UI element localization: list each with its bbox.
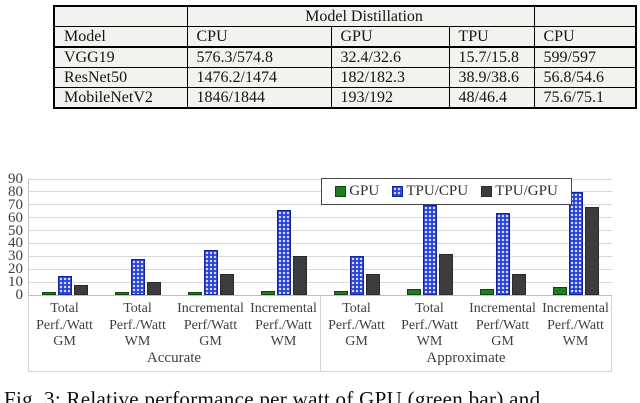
x-category-label: Incremental Perf/Watt GM: [469, 301, 536, 349]
x-category-label: Total Perf./Watt GM: [36, 301, 93, 349]
figure-caption: Fig. 3: Relative performance per watt of…: [4, 387, 541, 403]
tpu-cpu-swatch-icon: [392, 186, 404, 197]
gridline: [28, 204, 612, 206]
legend-item-tpu-gpu: TPU/GPU: [481, 183, 558, 200]
x-category-label: Incremental Perf./Watt WM: [542, 301, 609, 349]
table-row: VGG19 576.3/574.8 32.4/32.6 15.7/15.8 59…: [53, 46, 637, 68]
table-header-row-top: Model Distillation: [53, 5, 637, 27]
cell-value: 599/597: [533, 46, 637, 68]
bar-tpu-gpu: [292, 256, 307, 295]
legend-label: TPU/GPU: [495, 183, 558, 199]
bar-tpu-cpu: [349, 256, 364, 295]
cell-value: 56.8/54.6: [533, 67, 637, 88]
table-corner-cell-left: [53, 5, 188, 27]
y-tick-label: 0: [15, 287, 24, 303]
gridline: [28, 217, 612, 219]
col-header-cpu-2: CPU: [533, 26, 637, 48]
y-tick-label: 50: [8, 222, 23, 239]
axis-group-label: Approximate: [426, 350, 506, 366]
tpu-gpu-swatch-icon: [481, 186, 493, 197]
legend-label: TPU/CPU: [406, 183, 469, 199]
x-category-label: Total Perf./Watt WM: [401, 301, 458, 349]
legend-label: GPU: [349, 183, 380, 199]
y-tick-label: 10: [8, 274, 23, 291]
legend-item-tpu-cpu: TPU/CPU: [392, 183, 468, 200]
bar-tpu-gpu: [219, 274, 234, 295]
cell-value: 1476.2/1474: [186, 67, 332, 88]
bar-gpu: [187, 292, 202, 295]
bar-tpu-gpu: [146, 282, 161, 295]
bar-tpu-gpu: [438, 254, 453, 295]
axis-group-label: Accurate: [146, 350, 202, 366]
cell-value: 48/46.4: [448, 87, 535, 109]
cell-value: 38.9/38.6: [448, 67, 535, 88]
col-header-tpu: TPU: [448, 26, 535, 48]
x-category-label: Incremental Perf/Watt GM: [177, 301, 244, 349]
table-row: ResNet50 1476.2/1474 182/182.3 38.9/38.6…: [53, 67, 637, 88]
axis-box-line: [611, 295, 612, 371]
bar-tpu-gpu: [365, 274, 380, 295]
x-category-label: Total Perf./Watt WM: [109, 301, 166, 349]
y-tick-label: 30: [8, 248, 23, 265]
x-category-label: Incremental Perf./Watt WM: [250, 301, 317, 349]
legend-item-gpu: GPU: [335, 183, 379, 200]
col-header-gpu: GPU: [330, 26, 450, 48]
bar-tpu-cpu: [203, 250, 218, 295]
y-tick-label: 70: [8, 196, 23, 213]
y-axis-line: [28, 179, 29, 295]
bar-tpu-gpu: [584, 207, 599, 295]
cell-model: VGG19: [53, 46, 188, 68]
x-category-label: Total Perf./Watt GM: [328, 301, 385, 349]
gridline: [28, 281, 612, 283]
gridline: [28, 255, 612, 257]
cell-model: ResNet50: [53, 67, 188, 88]
bar-gpu: [479, 289, 494, 295]
y-tick-label: 80: [8, 183, 23, 200]
axis-box-line: [28, 371, 612, 372]
bar-tpu-gpu: [511, 274, 526, 295]
col-header-model: Model: [53, 26, 188, 48]
bar-tpu-cpu: [495, 213, 510, 295]
table-header-row: Model CPU GPU TPU CPU: [53, 26, 637, 48]
y-tick-label: 20: [8, 261, 23, 278]
cell-value: 182/182.3: [330, 67, 450, 88]
bar-tpu-cpu: [130, 259, 145, 295]
bar-gpu: [260, 291, 275, 295]
y-tick-label: 60: [8, 209, 23, 226]
bar-gpu: [41, 292, 56, 295]
gridline: [28, 242, 612, 244]
cell-value: 75.6/75.1: [533, 87, 637, 109]
bar-gpu: [552, 287, 567, 295]
gridline: [28, 178, 612, 180]
x-axis-line: [28, 295, 612, 296]
gpu-swatch-icon: [335, 186, 347, 197]
chart-legend: GPU TPU/CPU TPU/GPU: [321, 178, 572, 205]
y-tick-label: 40: [8, 235, 23, 252]
bar-gpu: [114, 292, 129, 295]
bar-tpu-cpu: [568, 192, 583, 295]
bar-tpu-cpu: [276, 210, 291, 295]
model-distillation-table: Model Distillation Model CPU GPU TPU CPU…: [53, 5, 637, 109]
cell-value: 193/192: [330, 87, 450, 109]
bar-tpu-cpu: [57, 276, 72, 295]
axis-box-line: [320, 295, 321, 371]
gridline: [28, 191, 612, 193]
bar-gpu: [333, 291, 348, 295]
gridline: [28, 268, 612, 270]
table-corner-cell-right: [533, 5, 637, 27]
cell-value: 576.3/574.8: [186, 46, 332, 68]
col-header-cpu: CPU: [186, 26, 332, 48]
gridline: [28, 230, 612, 232]
axis-box-line: [28, 295, 29, 371]
cell-model: MobileNetV2: [53, 87, 188, 109]
bar-tpu-cpu: [422, 205, 437, 295]
table-row: MobileNetV2 1846/1844 193/192 48/46.4 75…: [53, 87, 637, 109]
bar-gpu: [406, 289, 421, 295]
bar-tpu-gpu: [73, 285, 88, 295]
cell-value: 1846/1844: [186, 87, 332, 109]
y-tick-label: 90: [8, 171, 23, 187]
